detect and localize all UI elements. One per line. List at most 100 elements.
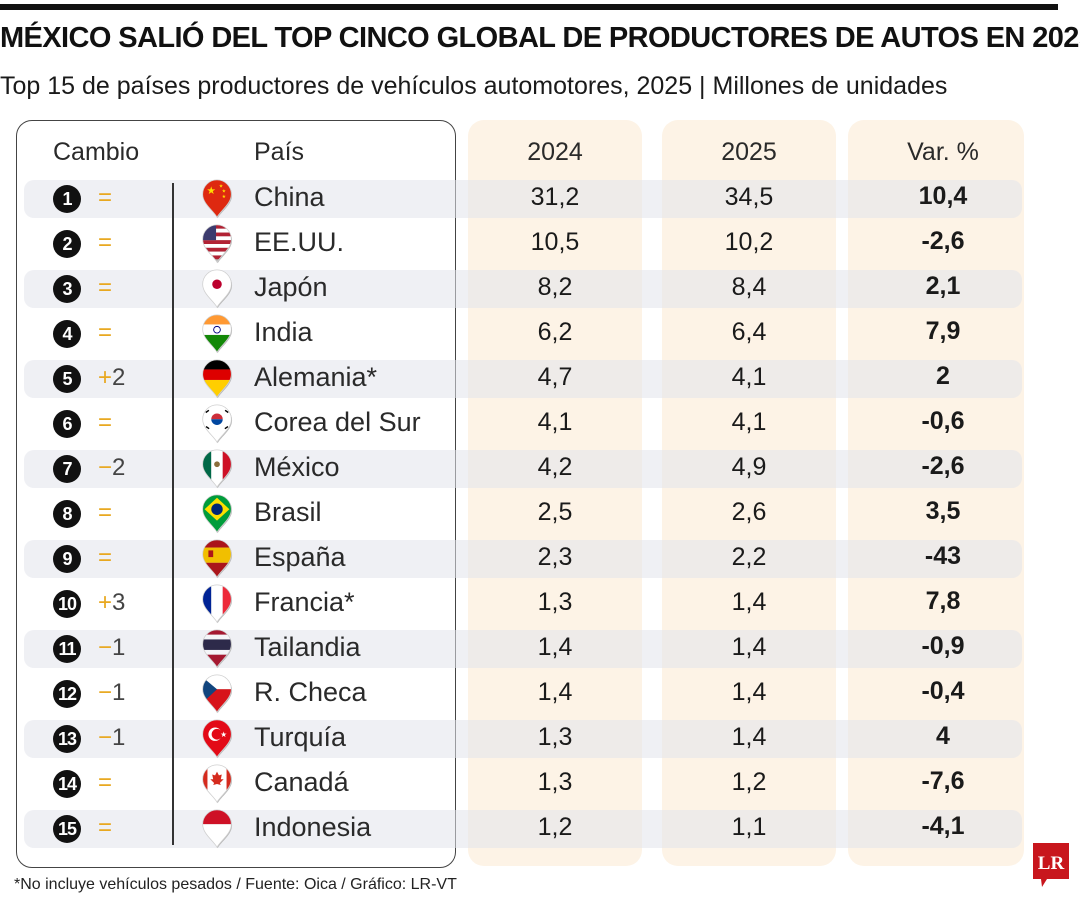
change-amount: 2 [112,364,126,391]
rank-badge: 9 [53,545,81,573]
svg-text:★: ★ [222,188,226,194]
row-band [24,630,1022,668]
value-2024: 6,2 [537,318,573,346]
lr-logo-icon: LR [1033,843,1069,887]
value-2025: 1,4 [731,678,767,706]
table-row: 6 = Corea del Sur 4,1 4,1 -0,6 [0,402,1080,447]
rank-badge: 7 [53,455,81,483]
value-var-pct: 3,5 [925,497,961,525]
country-name: R. Checa [254,677,367,707]
rank-change: −1 [98,634,125,662]
row-band [24,810,1022,848]
country-name: Indonesia [254,812,372,842]
country-name: España [254,542,346,572]
table-row: 11 −1 Tailandia 1,4 1,4 -0,9 [0,627,1080,672]
value-var-pct: -4,1 [921,812,965,840]
table-row: 1 = ★ ★ ★ ★ China 31,2 34,5 10,4 [0,177,1080,222]
top-rule [0,4,1058,10]
table-row: 5 +2 Alemania* 4,7 4,1 2 [0,357,1080,402]
change-symbol: − [98,724,113,751]
change-symbol: − [98,679,113,706]
change-amount: 2 [112,454,126,481]
rank-badge: 13 [53,725,81,753]
country-name: Japón [254,272,328,302]
rank-badge: 5 [53,365,81,393]
change-symbol: + [98,364,113,391]
country-name: Corea del Sur [254,407,421,437]
row-band [24,540,1022,578]
rank-badge: 6 [53,410,81,438]
chart-subtitle: Top 15 de países productores de vehículo… [0,72,948,100]
header-2025: 2025 [721,138,777,166]
value-var-pct: -43 [924,542,962,570]
germany-flag-icon [202,359,233,399]
value-2025: 1,4 [731,633,767,661]
value-2024: 1,4 [537,633,573,661]
value-var-pct: 2 [936,362,950,390]
value-2025: 1,2 [731,768,767,796]
chart-title: MÉXICO SALIÓ DEL TOP CINCO GLOBAL DE PRO… [0,22,1080,54]
france-flag-icon [202,584,233,624]
value-var-pct: 10,4 [918,182,968,210]
value-2024: 1,3 [537,723,573,751]
row-band [24,360,1022,398]
row-band [24,180,1022,218]
table-row: 15 = Indonesia 1,2 1,1 -4,1 [0,807,1080,852]
logo-text: LR [1038,853,1065,874]
rank-badge: 14 [53,770,81,798]
country-name: México [254,452,340,482]
value-2024: 31,2 [530,183,580,211]
value-2024: 1,4 [537,678,573,706]
change-symbol: + [98,589,113,616]
value-2024: 2,3 [537,543,573,571]
value-2025: 1,4 [731,588,767,616]
table-row: 3 = Japón 8,2 8,4 2,1 [0,267,1080,312]
change-amount: 3 [112,589,126,616]
rank-change: = [98,499,112,527]
table-row: 8 = Brasil 2,5 2,6 3,5 [0,492,1080,537]
canada-flag-icon [202,764,233,804]
table-row: 2 = EE.UU. 10,5 10,2 -2,6 [0,222,1080,267]
spain-flag-icon [202,539,233,579]
change-symbol: = [98,499,113,526]
indonesia-flag-icon [202,809,233,849]
change-symbol: = [98,184,113,211]
rank-change: = [98,409,112,437]
usa-flag-icon [202,224,233,264]
change-symbol: = [98,814,113,841]
table-row: 7 −2 México 4,2 4,9 -2,6 [0,447,1080,492]
rank-badge: 2 [53,230,81,258]
rank-change: = [98,274,112,302]
country-name: Canadá [254,767,349,797]
value-2025: 6,4 [731,318,767,346]
table-row: 12 −1 R. Checa 1,4 1,4 -0,4 [0,672,1080,717]
value-2025: 2,6 [731,498,767,526]
row-band [24,720,1022,758]
svg-text:★: ★ [219,184,223,190]
country-name: Francia* [254,587,355,617]
value-2025: 8,4 [731,273,767,301]
rank-change: +2 [98,364,125,392]
rank-badge: 4 [53,320,81,348]
value-2024: 2,5 [537,498,573,526]
rank-badge: 11 [53,635,81,663]
thailand-flag-icon [202,629,233,669]
rank-badge: 3 [53,275,81,303]
value-var-pct: -0,6 [921,407,965,435]
value-2025: 4,1 [731,363,767,391]
rank-change: = [98,814,112,842]
value-2024: 4,1 [537,408,573,436]
value-2024: 1,2 [537,813,573,841]
rank-badge: 10 [53,590,81,618]
change-symbol: − [98,454,113,481]
value-2024: 8,2 [537,273,573,301]
table-row: 4 = India 6,2 6,4 7,9 [0,312,1080,357]
value-2025: 2,2 [731,543,767,571]
value-var-pct: 7,8 [925,587,961,615]
table-row: 9 = España 2,3 2,2 -43 [0,537,1080,582]
rank-badge: 1 [53,185,81,213]
brazil-flag-icon [202,494,233,534]
value-var-pct: -0,4 [921,677,965,705]
change-symbol: − [98,634,113,661]
change-amount: 1 [112,679,126,706]
